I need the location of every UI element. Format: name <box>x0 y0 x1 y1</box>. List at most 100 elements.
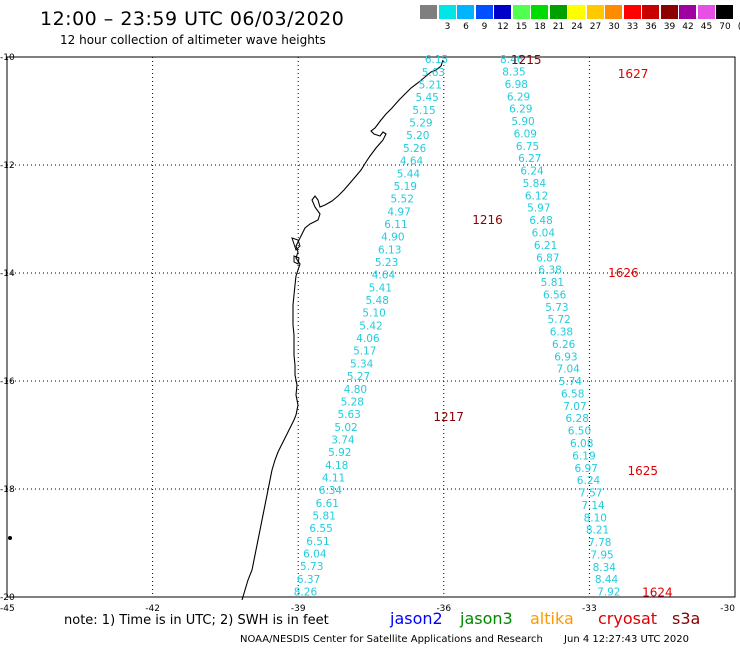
scale-swatch <box>475 5 493 19</box>
lat-lon-grid <box>6 56 736 598</box>
wave-height-value: 5.45 <box>415 92 438 104</box>
wave-height-value: 6.38 <box>550 327 573 339</box>
wave-height-value: 6.11 <box>384 219 407 231</box>
wave-height-value: 6.37 <box>297 574 320 586</box>
wave-height-value: 5.26 <box>403 143 427 155</box>
wave-height-value: 5.15 <box>412 105 435 117</box>
wave-height-value: 3.74 <box>331 434 355 446</box>
wave-height-value: 5.29 <box>409 118 432 130</box>
pass-time-labels: 1215 1216 1217 1627 1626 1625 1624 <box>433 53 672 599</box>
wave-height-value: 4.06 <box>356 333 380 345</box>
pass-time-label: 1215 <box>511 53 542 67</box>
scale-swatch <box>679 5 696 19</box>
wave-height-value: 5.81 <box>313 511 336 523</box>
pass-time-label: 1216 <box>472 213 503 227</box>
wave-height-value: 5.63 <box>337 409 360 421</box>
wave-height-value: 5.17 <box>353 346 376 358</box>
map-frame <box>6 56 736 598</box>
wave-height-value: 6.98 <box>505 79 528 91</box>
wave-height-value: 6.87 <box>536 252 559 264</box>
scale-swatch <box>623 5 641 19</box>
wave-height-value: 7.78 <box>588 537 611 549</box>
scale-label: 18 <box>534 22 546 32</box>
pass-time-label: 1627 <box>618 67 649 81</box>
wave-height-value: 4.11 <box>322 473 345 485</box>
wave-height-value: 7.57 <box>579 488 602 500</box>
wave-height-value: 7.95 <box>590 549 613 561</box>
wave-height-value: 6.29 <box>509 104 532 116</box>
wave-height-value: 5.27 <box>347 371 370 383</box>
scale-label: 21 <box>552 22 565 32</box>
wave-height-value: 5.19 <box>394 181 417 193</box>
legend-item-s3a: s3a <box>672 609 701 628</box>
wave-height-value: 6.75 <box>516 141 539 153</box>
wave-height-value: 6.24 <box>520 166 544 178</box>
wave-height-value: 6.15 <box>425 54 448 66</box>
wave-height-value: 6.04 <box>303 549 327 561</box>
wave-height-value: 6.48 <box>529 215 552 227</box>
scale-swatch <box>494 5 511 19</box>
wave-height-value: 5.74 <box>559 376 583 388</box>
scale-swatch <box>531 5 548 19</box>
scale-label: 27 <box>589 22 602 32</box>
wave-height-value: 6.58 <box>561 388 584 400</box>
legend-item-jason3: jason3 <box>460 609 513 628</box>
island-marker <box>8 536 12 540</box>
scale-unit: (ft) <box>733 22 740 32</box>
pass-time-label: 1625 <box>628 464 659 478</box>
lon-tick-label: -39 <box>291 604 306 614</box>
wave-height-value: 5.48 <box>366 295 389 307</box>
scale-swatch <box>642 5 659 19</box>
scale-swatch <box>549 5 567 19</box>
pass-time-label: 1624 <box>642 586 673 600</box>
wave-height-value: 6.61 <box>316 498 339 510</box>
wave-height-value: 5.02 <box>334 422 357 434</box>
scale-label: 6 <box>463 22 469 32</box>
wave-height-value: 6.28 <box>566 413 589 425</box>
generated-timestamp: Jun 4 12:27:43 UTC 2020 <box>564 634 689 645</box>
lat-tick-label: -10 <box>0 53 15 63</box>
wave-height-value: 4.64 <box>400 156 424 168</box>
wave-height-value: 5.44 <box>397 168 421 180</box>
scale-label: 24 <box>571 22 583 32</box>
scale-label: 70 <box>719 22 731 32</box>
wave-height-value: 4.90 <box>381 232 404 244</box>
wave-height-value: 5.73 <box>300 561 323 573</box>
wave-height-value: 5.73 <box>545 302 568 314</box>
wave-height-value: 7.04 <box>556 364 580 376</box>
wave-height-value: 6.29 <box>507 91 530 103</box>
wave-height-value: 5.84 <box>523 178 547 190</box>
wave-height-value: 6.93 <box>554 351 577 363</box>
wave-height-value: 4.64 <box>372 270 396 282</box>
wave-height-value: 6.09 <box>514 128 537 140</box>
map-title: 12:00 – 23:59 UTC 06/03/2020 <box>40 8 345 30</box>
scale-label: 3 <box>444 22 451 32</box>
credit-line: NOAA/NESDIS Center for Satellite Applica… <box>240 634 689 645</box>
wave-height-value: 6.12 <box>525 190 548 202</box>
wave-height-value: 5.21 <box>419 80 442 92</box>
wave-height-value: 6.08 <box>570 438 593 450</box>
wave-height-value: 6.19 <box>572 450 595 462</box>
wave-height-value: 6.55 <box>309 523 332 535</box>
scale-label: 9 <box>481 22 488 32</box>
wave-height-value: 5.41 <box>369 282 392 294</box>
wave-height-value: 6.27 <box>518 153 541 165</box>
wave-height-value: 8.46 <box>500 54 524 66</box>
wave-height-value: 8.21 <box>586 525 609 537</box>
scale-label: 42 <box>682 22 694 32</box>
wave-height-value: 6.21 <box>534 240 557 252</box>
legend-item-jason2: jason2 <box>390 609 443 628</box>
scale-swatch <box>660 5 678 19</box>
scale-swatch <box>438 5 456 19</box>
scale-label: 39 <box>663 22 676 32</box>
lat-tick-label: -14 <box>0 269 15 279</box>
wave-height-value: 8.34 <box>593 562 617 574</box>
wave-height-value: 4.18 <box>325 460 348 472</box>
wave-height-value: 6.24 <box>577 475 601 487</box>
wave-height-value: 5.42 <box>359 320 382 332</box>
wave-height-value: 5.28 <box>341 396 364 408</box>
scale-swatch <box>457 5 474 19</box>
wave-height-value: 5.63 <box>422 67 445 79</box>
wave-height-value: 5.92 <box>328 447 351 459</box>
lat-tick-label: -20 <box>0 593 15 603</box>
